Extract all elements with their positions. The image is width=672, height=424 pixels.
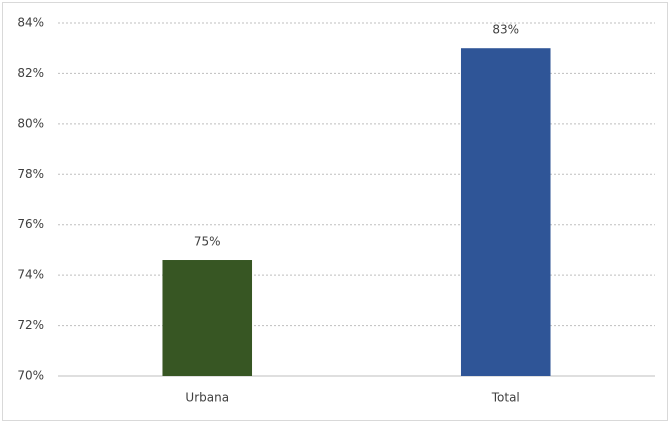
y-tick-label: 72%	[17, 318, 44, 332]
y-tick-label: 70%	[17, 369, 44, 383]
bar	[162, 260, 253, 376]
chart-frame	[2, 2, 668, 421]
y-tick-label: 84%	[17, 16, 44, 30]
y-tick-label: 74%	[17, 268, 44, 282]
y-tick-label: 82%	[17, 66, 44, 80]
bar	[460, 48, 551, 376]
y-tick-label: 76%	[17, 217, 44, 231]
value-label: 83%	[492, 23, 519, 37]
x-tick-label: Urbana	[185, 391, 229, 405]
x-tick-label: Total	[491, 391, 520, 405]
y-tick-label: 78%	[17, 167, 44, 181]
value-label: 75%	[194, 235, 221, 249]
y-tick-label: 80%	[17, 116, 44, 130]
